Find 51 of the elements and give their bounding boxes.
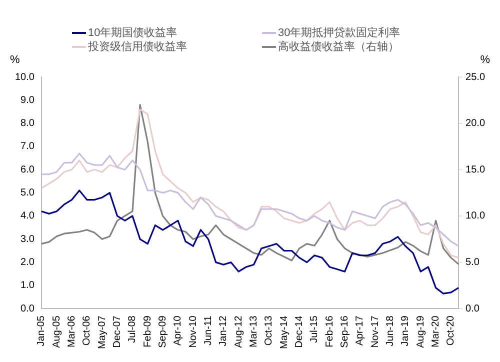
x-tick-label: Mar-13 xyxy=(248,315,260,348)
y2-tick-label: 15.0 xyxy=(466,164,486,176)
y-tick-label: 0.0 xyxy=(20,303,35,314)
y2-axis-title: % xyxy=(480,54,490,68)
x-tick-label: Jul-08 xyxy=(127,315,138,343)
y-tick-label: 1.0 xyxy=(20,280,35,292)
x-tick-label: Oct-13 xyxy=(264,315,275,346)
x-tick-label: Mar-20 xyxy=(430,315,442,348)
y-tick-label: 10.0 xyxy=(14,72,35,83)
x-tick-label: Mar-06 xyxy=(66,315,78,348)
y-tick-label: 2.0 xyxy=(20,257,35,268)
x-tick-label: Jan-12 xyxy=(218,315,230,346)
legend-label: 10年期国债收益率 xyxy=(88,26,178,40)
y-tick-label: 7.0 xyxy=(20,141,35,152)
x-tick-label: Feb-16 xyxy=(324,315,336,348)
x-tick-label: Nov-10 xyxy=(188,315,199,348)
y-tick-label: 9.0 xyxy=(20,94,35,106)
y2-tick-label: 20.0 xyxy=(466,118,486,130)
x-tick-label: Jan-19 xyxy=(400,315,412,346)
x-tick-label: Nov-17 xyxy=(370,315,381,348)
x-tick-label: Aug-12 xyxy=(233,315,244,348)
x-tick-label: May-14 xyxy=(278,315,290,350)
x-tick-label: Jul-15 xyxy=(309,315,320,343)
y2-tick-label: 10.0 xyxy=(466,210,486,222)
y-tick-label: 3.0 xyxy=(20,234,35,245)
x-tick-label: Aug-05 xyxy=(51,315,62,348)
y2-tick-label: 0.0 xyxy=(466,303,480,314)
y-tick-label: 6.0 xyxy=(20,164,35,176)
x-tick-label: Sep-09 xyxy=(158,315,169,348)
x-tick-label: Sep-16 xyxy=(340,315,351,348)
legend-label: 高收益债收益率（右轴） xyxy=(278,40,399,54)
x-tick-label: Jun-11 xyxy=(203,315,214,346)
y2-tick-label: 25.0 xyxy=(466,72,486,83)
y-tick-label: 4.0 xyxy=(20,210,35,222)
x-tick-label: Apr-17 xyxy=(354,315,366,346)
y-axis-title: % xyxy=(10,54,20,68)
x-tick-label: Dec-07 xyxy=(112,315,124,348)
y-tick-label: 8.0 xyxy=(20,118,35,130)
x-tick-label: Aug-19 xyxy=(415,315,426,348)
x-tick-label: May-07 xyxy=(96,315,108,350)
y2-tick-label: 5.0 xyxy=(466,257,480,268)
legend-label: 30年期抵押贷款固定利率 xyxy=(278,26,400,40)
x-tick-label: Feb-09 xyxy=(142,315,154,348)
x-tick-label: Oct-06 xyxy=(82,315,93,346)
y-tick-label: 5.0 xyxy=(20,188,35,199)
x-tick-label: Dec-14 xyxy=(294,315,306,348)
x-tick-label: Jun-18 xyxy=(385,315,396,346)
legend-label: 投资级信用债收益率 xyxy=(88,40,187,54)
x-tick-label: Oct-20 xyxy=(446,315,457,346)
x-tick-label: Apr-10 xyxy=(172,315,184,346)
x-tick-label: Jan-05 xyxy=(36,315,48,346)
